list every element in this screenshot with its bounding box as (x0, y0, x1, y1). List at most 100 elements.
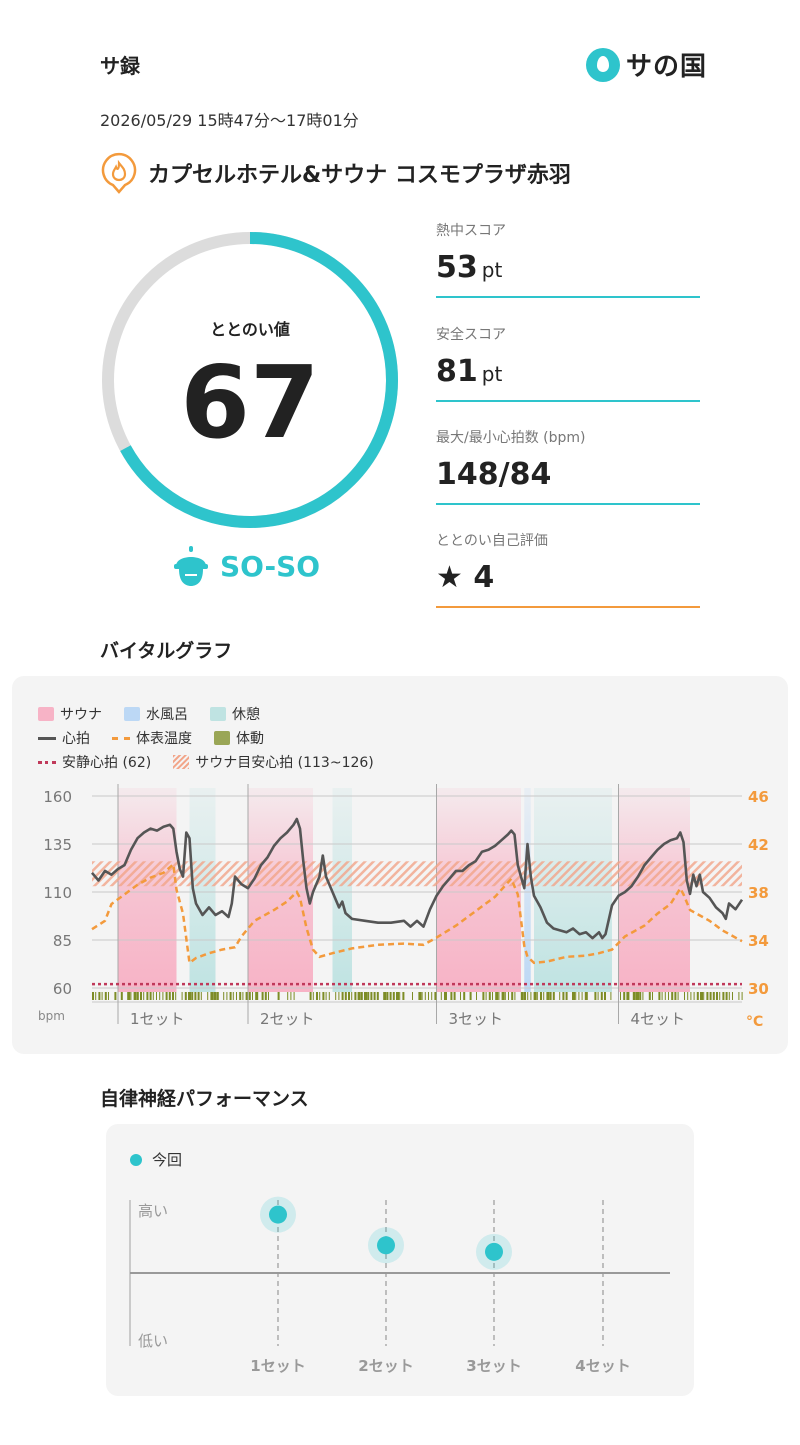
facility-name: カプセルホテル&サウナ コスモプラザ赤羽 (148, 163, 571, 188)
motion-tick (348, 992, 350, 1000)
motion-tick (671, 992, 674, 1000)
motion-tick (188, 992, 191, 1000)
motion-tick (168, 992, 171, 1000)
motion-tick (709, 992, 712, 1000)
y-right-tick: 34 (748, 932, 769, 950)
motion-tick (108, 992, 109, 1000)
motion-tick (725, 992, 728, 1000)
y-left-tick: 60 (53, 980, 72, 998)
legend-label: 心拍 (62, 731, 90, 747)
motion-tick (223, 992, 225, 1000)
motion-tick (604, 992, 606, 1000)
motion-tick (476, 992, 477, 1000)
motion-tick (594, 992, 597, 1000)
sauna-band (436, 788, 521, 992)
x-set-label: 3セット (466, 1357, 521, 1375)
motion-tick (293, 992, 295, 1000)
motion-tick (463, 992, 466, 1000)
y-right-tick: 38 (748, 884, 769, 902)
legend-rest: 休憩 (210, 704, 260, 724)
motion-tick (229, 992, 232, 1000)
motion-tick (197, 992, 200, 1000)
rest-band (534, 788, 612, 992)
motion-tick (287, 992, 289, 1000)
motion-tick (245, 992, 248, 1000)
motion-tick (732, 992, 733, 1000)
motion-tick (536, 992, 538, 1000)
motion-tick (92, 992, 94, 1000)
chart-grid (92, 784, 742, 1024)
motion-tick (469, 992, 472, 1000)
y-right-tick: 42 (748, 836, 769, 854)
sauna-band (118, 788, 177, 992)
motion-tick (268, 992, 269, 1000)
motion-tick (540, 992, 542, 1000)
legend-label: サウナ (60, 707, 102, 723)
legend-hr: 心拍 (38, 728, 90, 748)
motion-tick (712, 992, 715, 1000)
app-logo[interactable]: サの国 (586, 46, 707, 83)
motion-tick (527, 992, 529, 1000)
facility[interactable]: カプセルホテル&サウナ コスモプラザ赤羽 (100, 152, 571, 194)
motion-tick (661, 992, 663, 1000)
motion-tick (191, 992, 194, 1000)
motion-tick (140, 992, 142, 1000)
motion-tick (658, 992, 661, 1000)
motion-tick (501, 992, 505, 1000)
motion-tick (440, 992, 442, 1000)
motion-tick (261, 992, 264, 1000)
motion-tick (431, 992, 433, 1000)
mood-status: SO-SO (172, 544, 320, 588)
motion-tick (248, 992, 251, 1000)
motion-tick (412, 992, 413, 1000)
motion-tick (418, 992, 422, 1000)
x-set-label: 1セット (130, 1010, 185, 1028)
motion-tick (428, 992, 429, 1000)
motion-tick (130, 992, 132, 1000)
vital-graph-title: バイタルグラフ (100, 640, 233, 662)
motion-tick (181, 992, 183, 1000)
motion-tick (642, 992, 644, 1000)
water-band (524, 788, 531, 992)
stat-self-rating[interactable]: ととのい自己評価 ★ 4 (436, 526, 700, 608)
stat-unit: pt (481, 362, 503, 386)
motion-tick (741, 992, 743, 1000)
autonomic-card: 今回 高い 低い 1セット 2セット 3セット 4セット (106, 1124, 694, 1396)
motion-tick (636, 992, 639, 1000)
activity-bands (118, 788, 690, 992)
motion-tick (738, 992, 740, 1000)
stat-label: 熱中スコア (436, 223, 506, 239)
legend-dot (130, 1154, 142, 1166)
y-left-tick: 110 (43, 884, 72, 902)
motion-tick (597, 992, 599, 1000)
water-swatch (124, 707, 140, 721)
motion-tick (626, 992, 630, 1000)
motion-tick (508, 992, 509, 1000)
vital-graph-card: サウナ 水風呂 休憩 心拍 体表温度 体動 安静心拍 (62) サウナ目安心拍 … (12, 676, 788, 1054)
motion-tick (370, 992, 373, 1000)
legend-target-hr: サウナ目安心拍 (113~126) (173, 752, 374, 772)
rest-swatch (210, 707, 226, 721)
motion-tick (255, 992, 259, 1000)
stat-label: 安全スコア (436, 327, 506, 343)
rest-hr-swatch (38, 760, 56, 764)
motion-tick (664, 992, 666, 1000)
autonomic-title: 自律神経パフォーマンス (100, 1088, 309, 1110)
motion-tick (143, 992, 145, 1000)
legend-row-zones: サウナ 水風呂 休憩 (38, 704, 282, 724)
motion-tick (360, 992, 363, 1000)
motion-tick (165, 992, 168, 1000)
motion-tick (434, 992, 437, 1000)
chart-lines (91, 817, 744, 966)
motion-tick (504, 992, 506, 1000)
motion-tick (344, 992, 347, 1000)
motion-tick (620, 992, 621, 1000)
motion-tick (543, 992, 545, 1000)
motion-tick (133, 992, 137, 1000)
motion-tick (325, 992, 327, 1000)
stat-value: 53 (436, 250, 478, 285)
stat-safety-score: 安全スコア 81 pt (436, 320, 700, 402)
gauge-progress (102, 232, 398, 528)
sauna-hat-face-icon (174, 546, 208, 586)
motion-tick (610, 992, 612, 1000)
